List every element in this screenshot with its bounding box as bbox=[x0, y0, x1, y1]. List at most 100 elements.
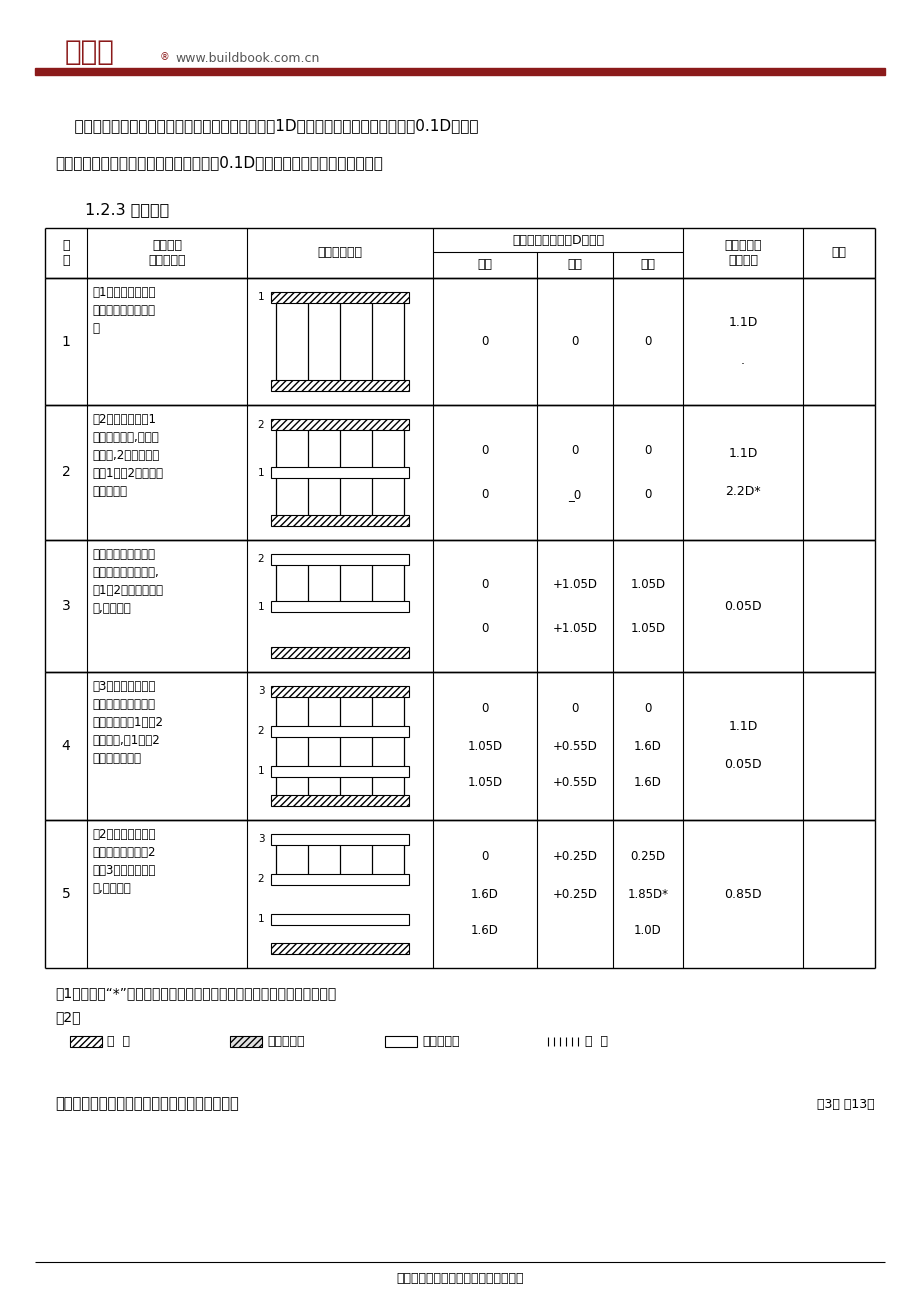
Text: 3: 3 bbox=[257, 686, 264, 697]
Text: 0.05D: 0.05D bbox=[723, 599, 761, 612]
Text: 2: 2 bbox=[257, 875, 264, 884]
Text: 洵1层顶楼板砖。荷
载全部由支撑传至地
面: 洵1层顶楼板砖。荷 载全部由支撑传至地 面 bbox=[92, 286, 155, 335]
Text: 拆除底层支撑。底层
支撑荷载扣除自重后,
呷1、2层楼板逆向传
递,平均分配: 拆除底层支撑。底层 支撑荷载扣除自重后, 呷1、2层楼板逆向传 递,平均分配 bbox=[92, 548, 163, 615]
Bar bbox=[35, 68, 884, 76]
Text: 变化: 变化 bbox=[567, 259, 582, 272]
Text: 5: 5 bbox=[62, 887, 70, 901]
Bar bbox=[271, 914, 409, 924]
Text: 作业结构状况: 作业结构状况 bbox=[317, 246, 362, 259]
Text: 0: 0 bbox=[643, 703, 651, 716]
Text: 1.6D: 1.6D bbox=[471, 888, 498, 901]
Text: 0.25D: 0.25D bbox=[630, 850, 664, 863]
Text: +1.05D: +1.05D bbox=[552, 621, 596, 634]
Text: 1: 1 bbox=[257, 293, 264, 302]
Text: 备注: 备注 bbox=[831, 246, 845, 259]
Text: ®: ® bbox=[160, 52, 170, 62]
Text: 作业内容
及简要说明: 作业内容 及简要说明 bbox=[148, 240, 186, 267]
Text: 模板脚手架支撑可按正常楼层高度折算为0.1D的数倍。具体分析过程见表一。: 模板脚手架支撑可按正常楼层高度折算为0.1D的数倍。具体分析过程见表一。 bbox=[55, 155, 382, 171]
Text: +1.05D: +1.05D bbox=[552, 578, 596, 591]
Text: 1: 1 bbox=[62, 335, 71, 349]
Text: 将结构简化为单跨模式分析，假定每层楼板荷载为1D，每层支撑及二次支撑荷载为0.1D，超高: 将结构简化为单跨模式分析，假定每层楼板荷载为1D，每层支撑及二次支撑荷载为0.1… bbox=[55, 118, 478, 133]
Text: 0: 0 bbox=[481, 444, 488, 457]
Bar bbox=[271, 766, 409, 777]
Text: 0: 0 bbox=[643, 488, 651, 501]
Text: 洵3层顶楼板砖。新
浇砖重量通过两层支
撑平均传递至1层、2
层楼板上,且1层、2
层楼板变形均匀: 洵3层顶楼板砖。新 浇砖重量通过两层支 撑平均传递至1层、2 层楼板上,且1层、… bbox=[92, 680, 163, 766]
Text: 1: 1 bbox=[257, 467, 264, 478]
Text: 1: 1 bbox=[257, 602, 264, 612]
Text: 已结硬楼板: 已结硬楼板 bbox=[422, 1035, 459, 1048]
Text: 1.6D: 1.6D bbox=[633, 776, 661, 789]
Bar bbox=[271, 943, 409, 954]
Bar bbox=[271, 292, 409, 303]
Text: 新浇楼板砖: 新浇楼板砖 bbox=[267, 1035, 304, 1048]
Text: 支  撑: 支 撑 bbox=[584, 1035, 607, 1048]
Text: +0.25D: +0.25D bbox=[552, 850, 596, 863]
Bar bbox=[271, 467, 409, 478]
Text: 第3页 全13页: 第3页 全13页 bbox=[816, 1098, 874, 1111]
Text: +0.25D: +0.25D bbox=[552, 888, 596, 901]
Bar bbox=[271, 686, 409, 697]
Text: 0: 0 bbox=[643, 444, 651, 457]
Text: 0: 0 bbox=[481, 703, 488, 716]
Bar bbox=[384, 1036, 416, 1047]
Text: 0: 0 bbox=[481, 488, 488, 501]
Text: 0: 0 bbox=[571, 335, 578, 348]
Text: 注2：: 注2： bbox=[55, 1010, 81, 1023]
Text: 0.85D: 0.85D bbox=[723, 888, 761, 901]
Text: 0: 0 bbox=[571, 703, 578, 716]
Text: 2: 2 bbox=[62, 466, 70, 479]
Text: 2: 2 bbox=[257, 727, 264, 737]
Text: 开始: 开始 bbox=[477, 259, 492, 272]
Text: 1.05D: 1.05D bbox=[630, 621, 664, 634]
Bar bbox=[271, 835, 409, 845]
Text: 1.6D: 1.6D bbox=[471, 924, 498, 937]
Text: 3: 3 bbox=[257, 835, 264, 845]
Text: 2: 2 bbox=[257, 419, 264, 430]
Bar bbox=[271, 553, 409, 565]
Text: 1.05D: 1.05D bbox=[467, 740, 502, 753]
Text: 结束: 结束 bbox=[640, 259, 654, 272]
Text: +0.55D: +0.55D bbox=[552, 740, 596, 753]
Text: 1.0D: 1.0D bbox=[633, 924, 661, 937]
Text: 步
骤: 步 骤 bbox=[62, 240, 70, 267]
Bar bbox=[271, 602, 409, 612]
Text: 1.2.3 分析结果: 1.2.3 分析结果 bbox=[85, 202, 169, 217]
Text: 0: 0 bbox=[643, 335, 651, 348]
Text: 洵2层顶楼板砖。1
层楼板被支撑,不能变
形承载,2层楼板荷载
通过1层、2层支撑全
部传至地面: 洵2层顶楼板砖。1 层楼板被支撑,不能变 形承载,2层楼板荷载 通过1层、2层支… bbox=[92, 413, 163, 497]
Text: 1.1D

2.2D*: 1.1D 2.2D* bbox=[724, 447, 760, 497]
Text: 1: 1 bbox=[257, 914, 264, 924]
Text: 1: 1 bbox=[257, 767, 264, 776]
Text: +0.55D: +0.55D bbox=[552, 776, 596, 789]
Bar bbox=[271, 727, 409, 737]
Bar bbox=[271, 874, 409, 885]
Text: 楼板支承荷载（以D表示）: 楼板支承荷载（以D表示） bbox=[511, 233, 604, 246]
Text: 工成网: 工成网 bbox=[65, 38, 115, 66]
Text: 3: 3 bbox=[62, 599, 70, 613]
Text: 0: 0 bbox=[481, 335, 488, 348]
Text: 1.1D

0.05D: 1.1D 0.05D bbox=[723, 720, 761, 772]
Text: 0: 0 bbox=[481, 621, 488, 634]
Bar bbox=[271, 796, 409, 806]
Text: 0: 0 bbox=[481, 578, 488, 591]
Text: _0: _0 bbox=[568, 488, 581, 501]
Text: 0: 0 bbox=[571, 444, 578, 457]
Text: 按表一可循环往复做下去，最后可得出如下规律: 按表一可循环往复做下去，最后可得出如下规律 bbox=[55, 1096, 239, 1111]
Bar bbox=[271, 647, 409, 658]
Text: 1.85D*: 1.85D* bbox=[627, 888, 668, 901]
Text: 地  基: 地 基 bbox=[107, 1035, 130, 1048]
Text: 版权归作者所有，本网站只提供下载。: 版权归作者所有，本网站只提供下载。 bbox=[396, 1272, 523, 1285]
Bar bbox=[271, 419, 409, 430]
Bar bbox=[271, 380, 409, 391]
Bar bbox=[70, 1036, 102, 1047]
Bar bbox=[271, 516, 409, 526]
Text: 0: 0 bbox=[481, 850, 488, 863]
Text: 1.1D

.: 1.1D . bbox=[728, 316, 757, 367]
Text: 1.05D: 1.05D bbox=[630, 578, 664, 591]
Text: 拆2层支撑。其支撑
荷载扣除自重后呷2
层、3层楼板逆向传
递,平均分配: 拆2层支撑。其支撑 荷载扣除自重后呷2 层、3层楼板逆向传 递,平均分配 bbox=[92, 828, 155, 894]
Text: 1.6D: 1.6D bbox=[633, 740, 661, 753]
Text: www.buildbook.com.cn: www.buildbook.com.cn bbox=[175, 52, 319, 65]
Text: 作业结束时
支撑荷载: 作业结束时 支撑荷载 bbox=[723, 240, 761, 267]
Text: 注1：表中带“*”的荷载値分别表示最大支撑荷载和楼板的最大支承荷载。: 注1：表中带“*”的荷载値分别表示最大支撑荷载和楼板的最大支承荷载。 bbox=[55, 986, 335, 1000]
Text: 2: 2 bbox=[257, 555, 264, 565]
Text: 4: 4 bbox=[62, 740, 70, 753]
